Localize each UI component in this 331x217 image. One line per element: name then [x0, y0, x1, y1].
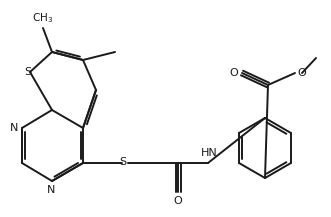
Text: O: O — [297, 68, 306, 78]
Text: HN: HN — [201, 148, 217, 158]
Text: N: N — [47, 185, 55, 195]
Text: N: N — [10, 123, 18, 133]
Text: O: O — [174, 196, 182, 206]
Text: S: S — [119, 157, 126, 167]
Text: CH$_3$: CH$_3$ — [32, 11, 54, 25]
Text: O: O — [229, 68, 238, 78]
Text: S: S — [24, 67, 31, 77]
